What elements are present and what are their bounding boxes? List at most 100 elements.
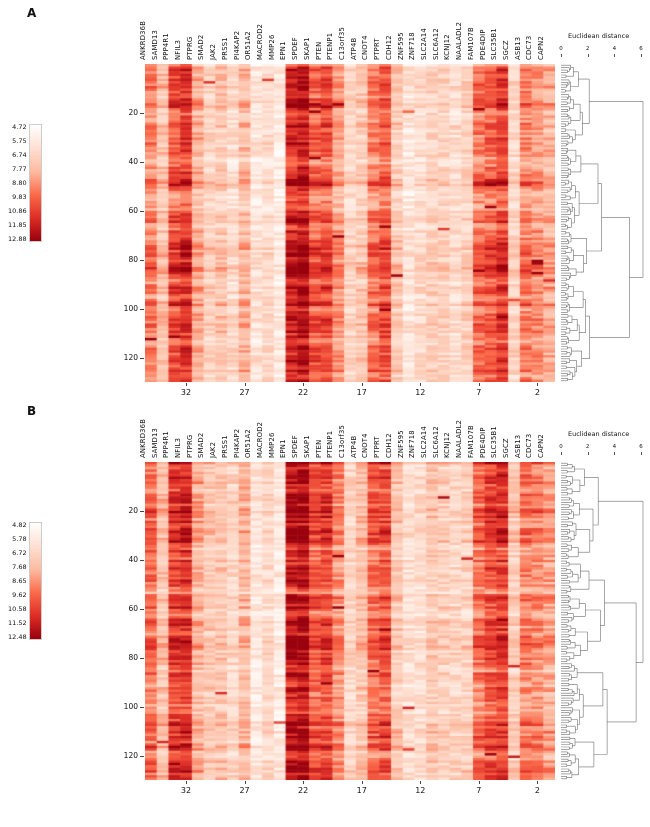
dendrogram-title: Euclidean distance [568, 32, 630, 40]
legend-tick-label: 9.62 [12, 590, 27, 599]
row-tick-mark [140, 510, 144, 512]
column-tick-mark [303, 383, 305, 386]
row-tick-mark [140, 308, 144, 310]
panel-A: A 4.72 5.75 6.74 7.77 8.80 9.83 10.86 11.85 12.8… [0, 2, 650, 400]
column-axis: 32 27 22 17 12 7 2 [0, 400, 650, 827]
column-tick-label: 22 [298, 786, 309, 795]
row-tick-mark [140, 608, 144, 610]
column-tick-label: 2 [534, 388, 540, 397]
column-tick-mark [478, 781, 480, 784]
legend-tick-label: 6.74 [12, 150, 27, 159]
column-tick-label: 22 [298, 388, 309, 397]
column-tick-mark [303, 781, 305, 784]
distance-axis: 0 2 4 6 [0, 400, 650, 827]
row-tick-mark [140, 657, 144, 659]
row-tick-mark [140, 755, 144, 757]
row-tick-mark [140, 112, 144, 114]
column-tick-mark [244, 383, 246, 386]
distance-tick-label: 0 [559, 46, 563, 52]
row-tick-label: 80 [128, 254, 138, 264]
row-tick-label: 60 [128, 603, 138, 613]
legend-tick-label: 10.86 [8, 206, 27, 215]
distance-tick-label: 4 [612, 444, 617, 450]
column-tick-label: 17 [356, 388, 367, 397]
panel-B: B 4.82 5.78 6.72 7.68 8.65 9.62 10.58 11.52 12.4… [0, 400, 650, 827]
row-tick-label: 80 [128, 652, 138, 662]
color-legend: 4.72 5.75 6.74 7.77 8.80 9.83 10.86 11.85 12.88 [8, 124, 42, 242]
column-tick-label: 27 [239, 388, 250, 397]
legend-tick-label: 11.52 [8, 618, 27, 627]
legend-tick-label: 4.82 [12, 521, 27, 529]
row-tick-mark [140, 259, 144, 261]
row-tick-label: 120 [123, 352, 138, 362]
row-tick-mark [140, 161, 144, 163]
legend-tick-label: 12.88 [8, 234, 27, 243]
panel-letter: A [27, 6, 37, 20]
row-tick-label: 20 [128, 107, 138, 117]
legend-gradient-bar [28, 522, 42, 640]
legend-tick-label: 11.85 [8, 220, 27, 229]
row-tick-mark [140, 357, 144, 359]
distance-tick-label: 6 [639, 444, 643, 450]
legend-tick-label: 5.75 [12, 136, 27, 145]
heatmap-canvas [145, 64, 555, 382]
legend-tick-label: 8.65 [12, 576, 27, 585]
distance-axis: 0 2 4 6 [0, 2, 650, 400]
row-tick-label: 100 [123, 701, 138, 711]
legend-tick-label: 12.48 [8, 632, 27, 641]
column-tick-label: 7 [476, 786, 482, 795]
color-legend: 4.82 5.78 6.72 7.68 8.65 9.62 10.58 11.52 12.48 [8, 522, 42, 640]
row-tick-label: 40 [128, 156, 138, 166]
column-tick-label: 12 [415, 786, 426, 795]
row-tick-label: 120 [123, 750, 138, 760]
column-tick-mark [478, 383, 480, 386]
column-tick-mark [244, 781, 246, 784]
legend-tick-label: 8.80 [12, 178, 27, 187]
column-tick-mark [537, 383, 539, 386]
row-tick-mark [140, 559, 144, 561]
column-tick-mark [420, 383, 422, 386]
distance-tick-mark [641, 54, 642, 57]
row-tick-mark [140, 210, 144, 212]
column-tick-label: 32 [180, 388, 192, 397]
distance-tick-mark [587, 54, 589, 57]
column-tick-mark [186, 383, 187, 386]
row-dendrogram [561, 462, 644, 780]
heatmap-canvas [145, 462, 555, 780]
row-tick-label: 60 [128, 205, 138, 215]
legend-tick-label: 4.72 [12, 123, 27, 131]
legend-gradient-bar [28, 124, 42, 242]
row-tick-mark [140, 706, 144, 708]
distance-tick-mark [614, 54, 616, 57]
column-tick-label: 2 [534, 786, 540, 795]
dendrogram-title: Euclidean distance [568, 430, 630, 438]
legend-tick-label: 7.68 [12, 562, 27, 571]
column-axis: 32 27 22 17 12 7 2 [0, 2, 650, 400]
legend-tick-label: 7.77 [12, 164, 27, 173]
row-tick-label: 100 [123, 303, 138, 313]
legend-labels: 4.82 5.78 6.72 7.68 8.65 9.62 10.58 11.52 12.48 [8, 522, 27, 640]
distance-tick-mark [614, 452, 616, 455]
row-axis: 20 40 60 80 100 120 [0, 2, 650, 400]
legend-tick-label: 9.83 [12, 192, 27, 201]
panel-letter: B [27, 404, 37, 418]
distance-tick-mark [561, 452, 562, 455]
distance-tick-mark [641, 452, 642, 455]
column-tick-label: 12 [415, 388, 426, 397]
distance-tick-mark [587, 452, 589, 455]
distance-tick-label: 2 [585, 46, 590, 52]
row-tick-label: 20 [128, 505, 138, 515]
column-tick-mark [186, 781, 187, 784]
column-tick-mark [361, 781, 363, 784]
row-axis: 20 40 60 80 100 120 [0, 400, 650, 827]
column-tick-label: 7 [476, 388, 482, 397]
column-tick-label: 17 [356, 786, 367, 795]
legend-tick-label: 5.78 [12, 534, 27, 543]
row-tick-label: 40 [128, 554, 138, 564]
legend-tick-label: 6.72 [12, 548, 27, 557]
distance-tick-label: 2 [585, 444, 590, 450]
row-dendrogram [561, 64, 644, 382]
legend-labels: 4.72 5.75 6.74 7.77 8.80 9.83 10.86 11.85 12.88 [8, 124, 27, 242]
distance-tick-label: 0 [559, 444, 563, 450]
